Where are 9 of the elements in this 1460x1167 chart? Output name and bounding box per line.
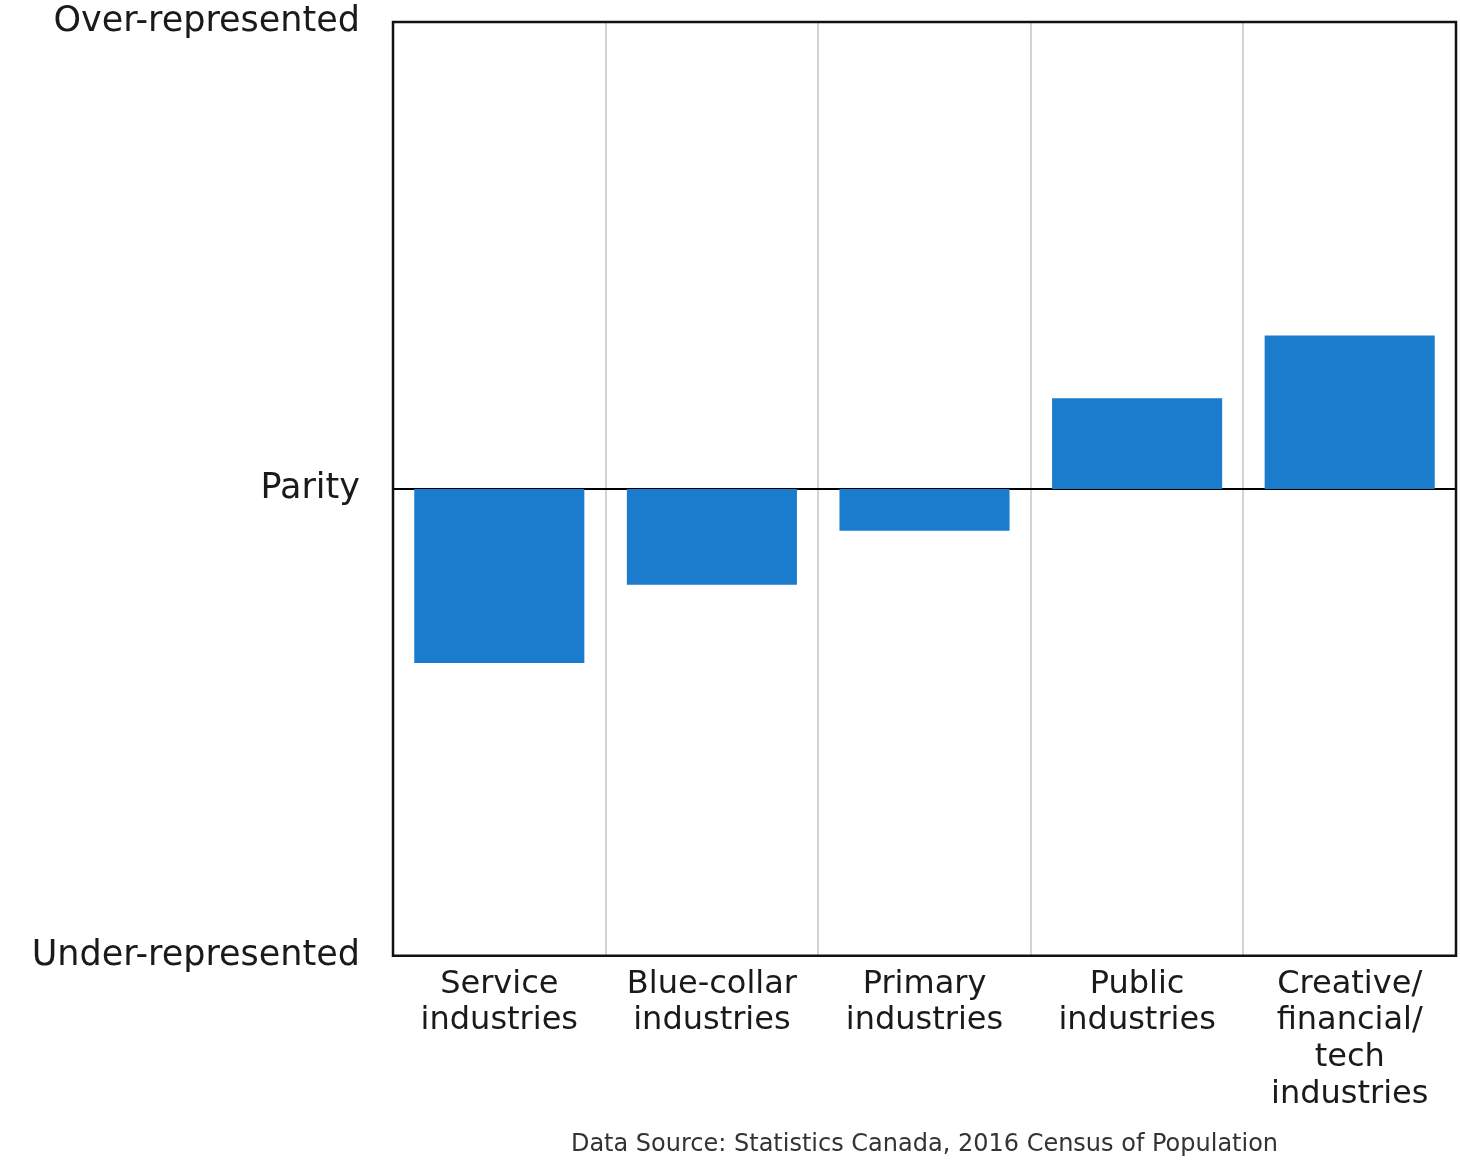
x-tick-label: Blue-collar industries <box>626 962 798 1038</box>
text: Under-represented <box>31 932 360 973</box>
source-note: Data Source: Statistics Canada, 2016 Census of Population <box>570 1129 1279 1158</box>
x-tick-label: Service industries <box>420 962 578 1038</box>
ref-line-label: Parity <box>260 465 360 506</box>
x-tick-label: Creative/financial/tech industries <box>1271 962 1429 1111</box>
x-tick-label: Public industries <box>1058 962 1216 1038</box>
text: Over-represented <box>53 0 360 40</box>
x-tick-label: Primary industries <box>845 962 1004 1038</box>
